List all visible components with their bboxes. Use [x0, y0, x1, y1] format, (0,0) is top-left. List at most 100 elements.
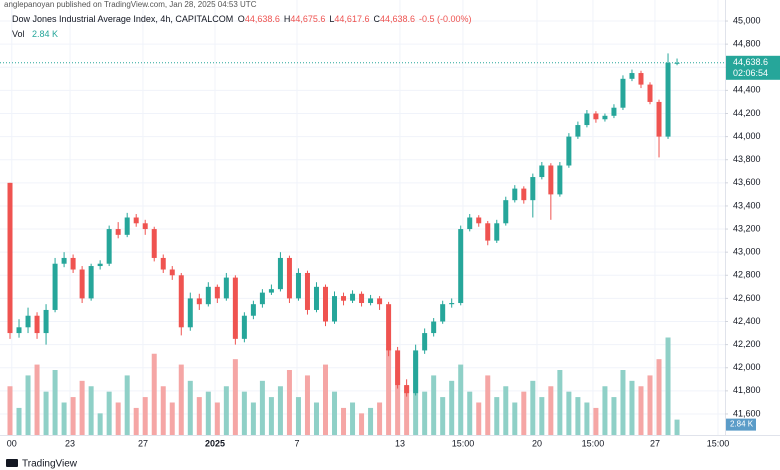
candle-body	[295, 272, 301, 299]
volume-bar	[440, 397, 446, 435]
volume-bar	[674, 419, 680, 435]
candle-body	[332, 296, 338, 322]
candle-body	[440, 304, 446, 322]
candle-body	[187, 298, 193, 328]
volume-bar	[359, 413, 365, 435]
volume-bar	[16, 407, 22, 435]
candle-body	[548, 165, 554, 195]
volume-bar	[205, 391, 211, 435]
candle-body	[359, 293, 365, 304]
candle-body	[178, 275, 184, 328]
volume-bar	[142, 397, 148, 435]
grid	[0, 0, 725, 435]
candle-body	[629, 73, 635, 79]
candle-body	[124, 217, 130, 235]
volume-bar	[386, 348, 392, 435]
candle-body	[431, 321, 437, 334]
volume-bar	[115, 402, 121, 435]
volume-bar	[476, 402, 482, 435]
volume-bar	[494, 397, 500, 435]
y-tick-label: 45,000	[733, 15, 761, 25]
candle-body	[115, 229, 121, 235]
volume-tag-label: 2.84 K	[730, 420, 754, 429]
volume-bar	[629, 380, 635, 435]
y-tick-label: 44,200	[733, 108, 761, 118]
x-tick-label: 13	[395, 438, 405, 448]
volume-bar	[313, 402, 319, 435]
volume-bar	[368, 407, 374, 435]
candle-body	[34, 315, 40, 334]
x-tick-label: 27	[138, 438, 148, 448]
candle-body	[241, 315, 247, 339]
volume-bar	[160, 386, 166, 435]
candle-body	[286, 257, 292, 299]
candle-body	[611, 107, 617, 116]
volume-bar	[467, 391, 473, 435]
chart-legend: Dow Jones Industrial Average Index, 4h, …	[12, 14, 472, 24]
volume-bar	[88, 386, 94, 435]
candle-body	[169, 269, 175, 276]
volume-bar	[422, 391, 428, 435]
candle-body	[503, 200, 509, 224]
volume-bar	[377, 402, 383, 435]
volume-bar	[61, 402, 67, 435]
volume-bar	[52, 370, 58, 435]
volume-bar	[548, 386, 554, 435]
y-tick-label: 42,400	[733, 316, 761, 326]
x-tick-label: 20	[532, 438, 542, 448]
volume-bar	[187, 380, 193, 435]
volume-bar	[25, 375, 31, 435]
volume-bar	[286, 370, 292, 435]
candle-body	[214, 286, 220, 299]
candle-body	[575, 125, 581, 137]
legend-key: O	[238, 14, 245, 24]
candle-body	[97, 263, 103, 267]
candle-body	[494, 223, 500, 241]
candle-body	[304, 272, 310, 310]
logo-text: TradingView	[22, 459, 78, 470]
candle-body	[160, 257, 166, 270]
legend-value: 44,638.6	[380, 14, 415, 24]
volume-bar	[656, 359, 662, 435]
candle-body	[530, 177, 536, 201]
y-tick-label: 44,400	[733, 85, 761, 95]
volume-bar	[169, 402, 175, 435]
candle-body	[350, 293, 356, 301]
y-tick-label: 42,600	[733, 293, 761, 303]
candle-body	[386, 304, 392, 351]
volume-bar	[647, 375, 653, 435]
volume-bar	[530, 380, 536, 435]
x-tick-label: 23	[65, 438, 75, 448]
candle-body	[79, 269, 85, 299]
volume-bar	[503, 386, 509, 435]
volume-bar	[566, 391, 572, 435]
candle-body	[395, 350, 401, 386]
candle-body	[593, 113, 599, 120]
volume-bar	[521, 391, 527, 435]
volume-key: Vol	[12, 29, 25, 39]
y-tick-label: 41,800	[733, 385, 761, 395]
candle-body	[341, 296, 347, 301]
candle-body	[43, 309, 49, 334]
candle-body	[268, 289, 274, 293]
y-tick-label: 42,000	[733, 362, 761, 372]
volume-bar	[638, 386, 644, 435]
legend-key: H	[284, 14, 291, 24]
volume-value: 2.84 K	[32, 29, 58, 39]
y-tick-label: 42,200	[733, 339, 761, 349]
volume-bar	[106, 391, 112, 435]
y-tick-label: 43,400	[733, 200, 761, 210]
y-tick-label: 43,200	[733, 223, 761, 233]
volume-bar	[97, 413, 103, 435]
candle-body	[151, 229, 157, 258]
axes: 41,600 41,800 42,000 42,200 42,400 42,600 42,8…	[7, 15, 780, 448]
volume-bar	[43, 391, 49, 435]
volume-bar	[250, 402, 256, 435]
volume-bar	[70, 397, 76, 435]
candle-body	[521, 188, 527, 201]
x-tick-label: 15:00	[582, 438, 605, 448]
volume-bar	[404, 386, 410, 435]
volume-bar	[223, 386, 229, 435]
candle-body	[322, 286, 328, 322]
